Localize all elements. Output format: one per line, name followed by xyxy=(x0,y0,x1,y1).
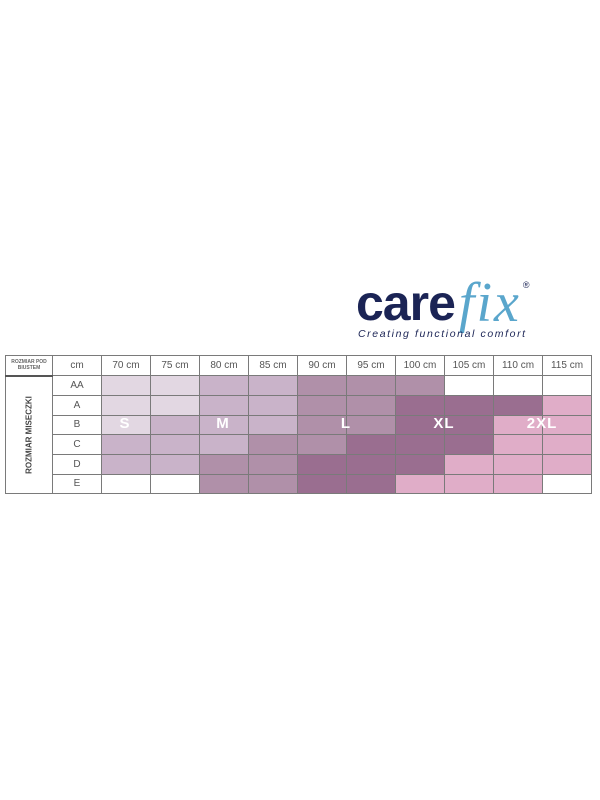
size-cell xyxy=(248,375,298,396)
size-cell xyxy=(444,453,494,475)
row-header-label: ROZMIAR MISECZKI xyxy=(5,375,53,495)
size-cell xyxy=(444,434,494,455)
row-header-text: ROZMIAR MISECZKI xyxy=(24,396,34,474)
size-cell xyxy=(199,394,249,416)
cup-label: A xyxy=(52,394,102,416)
size-label: M xyxy=(216,415,230,432)
column-header: 90 cm xyxy=(297,354,347,377)
size-cell xyxy=(199,453,249,475)
size-cell xyxy=(248,414,298,436)
size-label: XL xyxy=(433,415,455,432)
size-cell xyxy=(346,473,396,495)
table-row: E xyxy=(6,473,592,495)
table-row: B xyxy=(6,414,592,436)
size-cell xyxy=(101,375,151,396)
table-row: C xyxy=(6,434,592,455)
cup-label: AA xyxy=(52,375,102,396)
size-cell xyxy=(395,394,445,416)
size-cell xyxy=(395,473,445,495)
header-row: ROZMIAR POD BIUSTEM cm 70 cm 75 cm 80 cm 85… xyxy=(5,354,592,377)
size-cell xyxy=(395,375,445,396)
size-cell xyxy=(150,453,200,475)
size-cell xyxy=(346,394,396,416)
size-cell xyxy=(248,394,298,416)
size-cell xyxy=(248,453,298,475)
size-cell xyxy=(199,434,249,455)
size-cell xyxy=(101,453,151,475)
size-cell xyxy=(101,414,151,436)
size-cell xyxy=(297,473,347,495)
cup-label: E xyxy=(52,473,102,495)
column-header: 110 cm xyxy=(493,354,543,377)
size-cell xyxy=(150,414,200,436)
size-cell xyxy=(248,473,298,495)
column-header: 70 cm xyxy=(101,354,151,377)
size-cell xyxy=(493,434,543,455)
size-cell xyxy=(101,434,151,455)
logo-care-text: care xyxy=(356,275,456,331)
logo-tagline: Creating functional comfort xyxy=(358,328,527,340)
size-cell xyxy=(444,473,494,495)
size-cell xyxy=(346,453,396,475)
size-table: ROZMIAR POD BIUSTEM cm 70 cm 75 cm 80 cm 85… xyxy=(5,354,592,495)
registered-mark: ® xyxy=(522,280,530,290)
column-header: 95 cm xyxy=(346,354,396,377)
size-cell xyxy=(297,414,347,436)
size-cell xyxy=(297,375,347,396)
size-cell xyxy=(346,414,396,436)
size-cell xyxy=(493,473,543,495)
column-header: 100 cm xyxy=(395,354,445,377)
column-header: 85 cm xyxy=(248,354,298,377)
table-row: ROZMIAR MISECZKI AA xyxy=(5,375,592,495)
corner-label: ROZMIAR POD BIUSTEM xyxy=(5,354,53,377)
cup-label: C xyxy=(52,434,102,455)
size-label: L xyxy=(340,415,352,432)
column-header: 105 cm xyxy=(444,354,494,377)
size-cell xyxy=(297,434,347,455)
cup-label: B xyxy=(52,414,102,436)
size-cell xyxy=(199,473,249,495)
size-cell xyxy=(199,375,249,396)
size-cell xyxy=(248,434,298,455)
table-row: D xyxy=(6,453,592,475)
column-header: 115 cm xyxy=(542,354,592,377)
logo-wordmark: care fix ® xyxy=(356,272,566,334)
size-cell xyxy=(150,394,200,416)
size-cell xyxy=(542,473,592,495)
unit-label: cm xyxy=(52,354,102,377)
size-cell xyxy=(395,434,445,455)
size-cell xyxy=(297,453,347,475)
size-cell xyxy=(493,453,543,475)
size-cell xyxy=(542,414,592,436)
cup-label: D xyxy=(52,453,102,475)
size-cell xyxy=(150,375,200,396)
size-cell xyxy=(493,375,543,396)
size-label: 2XL xyxy=(526,415,558,432)
size-cell xyxy=(493,394,543,416)
size-cell xyxy=(101,473,151,495)
size-cell xyxy=(395,453,445,475)
size-cell xyxy=(542,394,592,416)
size-cell xyxy=(542,453,592,475)
size-cell xyxy=(346,434,396,455)
size-chart: ROZMIAR POD BIUSTEM cm 70 cm 75 cm 80 cm 85… xyxy=(5,354,592,495)
logo-fix-text: fix xyxy=(458,272,521,334)
size-label: S xyxy=(119,415,131,432)
size-cell xyxy=(395,414,445,436)
size-cell xyxy=(150,473,200,495)
size-cell xyxy=(199,414,249,436)
size-cell xyxy=(542,375,592,396)
size-cell xyxy=(150,434,200,455)
carefix-logo: care fix ® Creating functional comfort xyxy=(356,272,566,341)
size-cell xyxy=(444,375,494,396)
size-cell xyxy=(297,394,347,416)
column-header: 80 cm xyxy=(199,354,249,377)
table-row: A xyxy=(6,394,592,416)
column-header: 75 cm xyxy=(150,354,200,377)
size-cell xyxy=(346,375,396,396)
size-cell xyxy=(542,434,592,455)
size-cell xyxy=(101,394,151,416)
size-cell xyxy=(444,394,494,416)
